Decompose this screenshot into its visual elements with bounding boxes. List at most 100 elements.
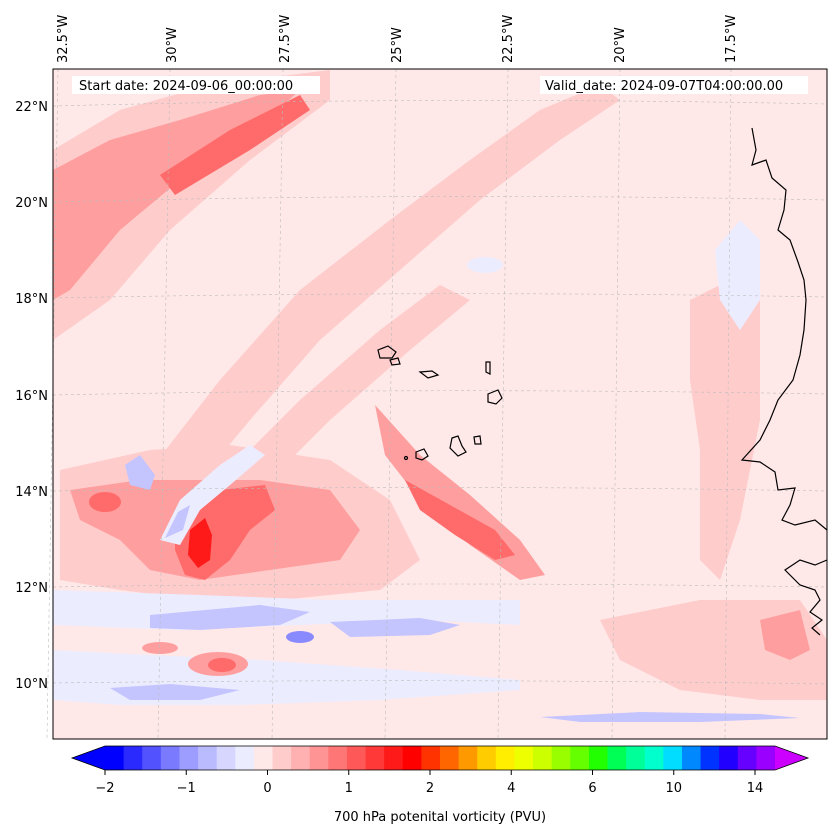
pv-east-patch [690,280,760,580]
lat-label: 20°N [15,196,48,211]
pv-diagonal-band-2 [230,285,470,480]
lon-label: 27.5°W [278,15,293,63]
island-sal [485,361,491,375]
coastlines [377,127,828,636]
lat-label: 16°N [15,389,48,404]
colorbar-cell [756,746,776,770]
colorbar-tick-label: 2 [426,781,434,796]
pv-blue-strip-4 [540,712,800,722]
pv-blob-west [89,492,121,512]
pv-field [53,69,827,739]
colorbar: −2 −1 0 1 2 4 6 10 14 700 hPa potenital vorticit… [70,745,810,825]
pv-blue-blob [286,631,314,643]
colorbar-cell [681,746,702,770]
lon-label: 17.5°W [724,15,739,63]
colorbar-tick-label: 10 [665,781,682,796]
colorbar-cell [291,746,311,770]
pv-blue-strip-2 [330,618,460,637]
start-date-box [72,76,320,94]
colorbar-cell [123,746,143,770]
colorbar-cell [105,746,125,770]
colorbar-tick-label: 1 [345,781,353,796]
lon-label: 25°W [390,27,405,63]
pv-blue-arc [160,445,265,545]
colorbar-cell [309,746,329,770]
colorbar-cell [253,746,273,770]
pv-blue-strip [150,605,310,630]
colorbar-cell [626,746,646,770]
pv-red-blob-south-core [208,658,236,672]
colorbar-cell [570,746,590,770]
colorbar-cell [700,746,720,770]
colorbar-cell [533,746,553,770]
colorbar-tick-label: −2 [95,781,114,796]
lon-label: 30°W [165,27,180,63]
colorbar-tick-label: 6 [588,781,596,796]
island-santo-antao [377,345,397,359]
colorbar-cell [644,746,664,770]
pv-blue-spot-north [467,257,503,273]
island-maio [473,435,482,445]
colorbar-cell [198,746,218,770]
colorbar-cell [737,746,757,770]
graticule [46,68,828,740]
island-santiago [449,435,467,457]
colorbar-cell [402,746,422,770]
pv-blue-strip-3 [110,684,240,700]
pv-red-blob-2 [142,642,178,654]
lat-label: 18°N [15,292,48,307]
colorbar-cell [477,746,497,770]
island-sao-vicente [389,357,401,366]
longitude-labels: 32.5°W 30°W 27.5°W 25°W 22.5°W 20°W 17.5… [56,15,739,63]
colorbar-tick-label: 0 [263,781,271,796]
colorbar-ticks: −2 −1 0 1 2 4 6 10 14 [95,770,763,796]
colorbar-cell [607,746,627,770]
valid-date-text: Valid_date: 2024-09-07T04:00:00.00 [545,79,783,94]
pv-blue-spot-nw [125,455,155,490]
colorbar-cells [105,746,776,770]
plot-frame [52,68,828,740]
pv-ridge-northwest [160,95,310,195]
start-date-text: Start date: 2024-09-06_00:00:00 [79,79,293,94]
colorbar-cell [551,746,571,770]
colorbar-cell [235,746,255,770]
colorbar-cell [384,746,404,770]
colorbar-cell [458,746,478,770]
colorbar-cell [719,746,739,770]
colorbar-cell [495,746,515,770]
africa-coastline [740,127,828,636]
colorbar-cell [440,746,460,770]
pv-streak-east-core [405,480,515,560]
pv-diagonal-band [150,85,620,480]
colorbar-cell [328,746,348,770]
colorbar-cell [663,746,683,770]
colorbar-over-extend [775,746,808,770]
colorbar-cell [272,746,292,770]
lon-label: 22.5°W [501,15,516,63]
island-boa-vista [487,389,503,405]
valid-date-box [540,76,808,94]
colorbar-cell [346,746,367,770]
island-sao-nicolau [418,370,440,379]
island-brava [403,455,409,461]
colorbar-cell [421,746,441,770]
colorbar-under-extend [72,746,105,770]
colorbar-label: 700 hPa potenital vorticity (PVU) [334,810,546,825]
lat-label: 10°N [15,677,48,692]
colorbar-tick-label: 14 [747,781,764,796]
pv-blue-east [715,220,760,330]
pv-east-patch-3 [760,610,810,660]
lon-label: 20°W [613,27,628,63]
lat-label: 22°N [15,100,48,115]
colorbar-cell [514,746,534,770]
pv-streak-east [375,405,545,580]
colorbar-cell [142,746,162,770]
colorbar-cell [365,746,385,770]
colorbar-cell [160,746,180,770]
colorbar-cell [216,746,236,770]
lon-label: 32.5°W [56,15,71,63]
colorbar-cell [179,746,199,770]
lat-label: 12°N [15,581,48,596]
pv-lobe-core [188,518,212,568]
